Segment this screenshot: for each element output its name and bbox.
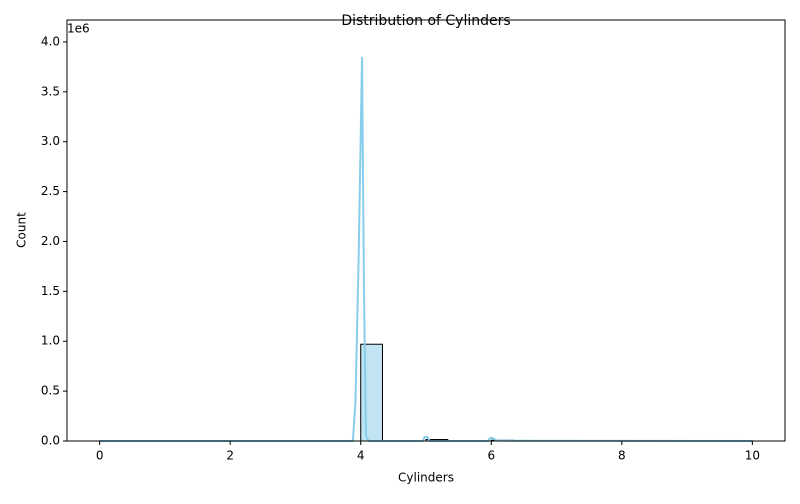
y-tick-label: 0.0 bbox=[41, 434, 60, 448]
y-tick-label: 4.0 bbox=[41, 34, 60, 48]
y-tick-label: 3.0 bbox=[41, 134, 60, 148]
y-tick-label: 3.5 bbox=[41, 84, 60, 98]
x-tick-label: 8 bbox=[618, 449, 626, 463]
y-tick-label: 1.0 bbox=[41, 334, 60, 348]
x-tick-label: 6 bbox=[487, 449, 495, 463]
x-axis-label: Cylinders bbox=[398, 471, 454, 485]
y-tick-label: 2.0 bbox=[41, 234, 60, 248]
y-axis-label: Count bbox=[15, 212, 29, 248]
y-tick-label: 1.5 bbox=[41, 284, 60, 298]
x-tick-label: 2 bbox=[226, 449, 234, 463]
x-tick-label: 10 bbox=[745, 449, 760, 463]
x-tick-label: 0 bbox=[96, 449, 104, 463]
y-tick-label: 2.5 bbox=[41, 184, 60, 198]
y-offset-label: 1e6 bbox=[67, 22, 90, 36]
chart-title: Distribution of Cylinders bbox=[341, 13, 510, 29]
x-tick-label: 4 bbox=[357, 449, 365, 463]
y-tick-label: 0.5 bbox=[41, 384, 60, 398]
